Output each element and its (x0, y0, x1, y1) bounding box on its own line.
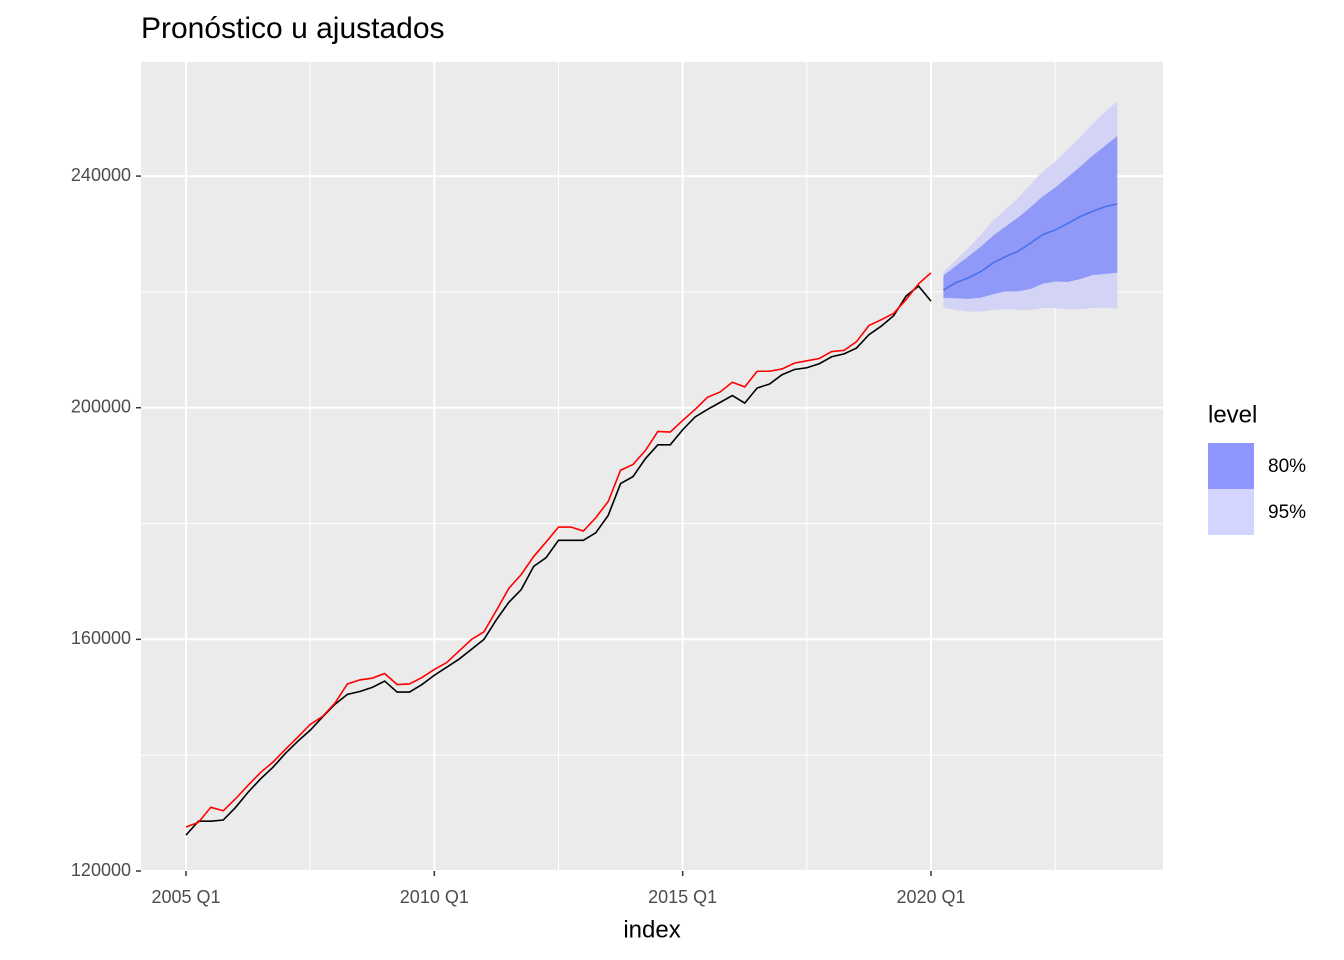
x-tick-label: 2015 Q1 (648, 887, 717, 907)
y-tick-label: 120000 (71, 860, 131, 880)
chart-title: Pronóstico u ajustados (141, 12, 445, 45)
legend-label: 95% (1268, 502, 1306, 523)
series-line (185, 272, 932, 828)
x-tick-label: 2005 Q1 (151, 887, 220, 907)
series-line (943, 203, 1118, 291)
panel (141, 62, 1163, 871)
x-tick-label: 2010 Q1 (400, 887, 469, 907)
interval-band (943, 136, 1118, 299)
series-line (185, 284, 932, 836)
legend-key (1208, 443, 1254, 489)
y-tick-label: 200000 (71, 396, 131, 416)
legend-title: level (1208, 401, 1257, 428)
x-tick-label: 2020 Q1 (896, 887, 965, 907)
legend-label: 80% (1268, 456, 1306, 477)
legend-key (1208, 489, 1254, 535)
x-axis-title: index (623, 916, 680, 943)
y-tick-label: 160000 (71, 628, 131, 648)
y-tick-label: 240000 (71, 165, 131, 185)
